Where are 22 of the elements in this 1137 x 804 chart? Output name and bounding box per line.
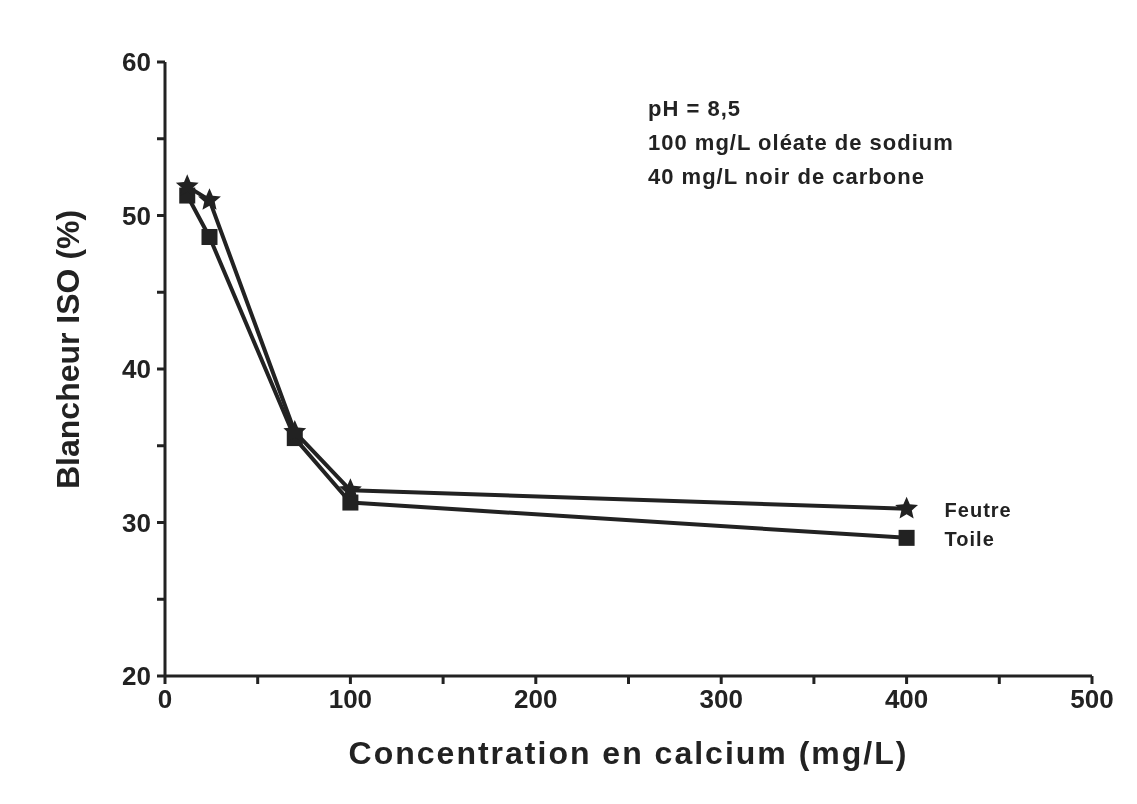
annotation: 40 mg/L noir de carbone [648,163,926,191]
y-tick-label: 20 [122,661,151,692]
x-tick-label: 300 [699,684,743,715]
y-axis-title: Blancheur ISO (%) [50,209,87,489]
x-axis-title: Concentration en calcium (mg/L) [348,735,909,771]
x-tick-label: 100 [328,684,373,715]
point [895,496,919,519]
x-tick-label: 200 [514,684,558,715]
point [201,228,218,245]
series-label: Feutre [944,498,1012,521]
point [198,188,221,210]
x-tick-label: 0 [157,684,173,715]
annotation: pH = 8,5 [648,95,742,123]
y-tick-label: 30 [122,507,151,538]
point [898,529,915,546]
annotation: 100 mg/L oléate de sodium [648,129,954,157]
x-tick-label: 500 [1070,684,1114,715]
y-tick-label: 40 [122,354,151,385]
series-label: Toile [944,527,995,550]
y-tick-label: 60 [122,47,151,78]
y-tick-label: 50 [122,200,151,231]
x-tick-label: 400 [884,684,929,715]
